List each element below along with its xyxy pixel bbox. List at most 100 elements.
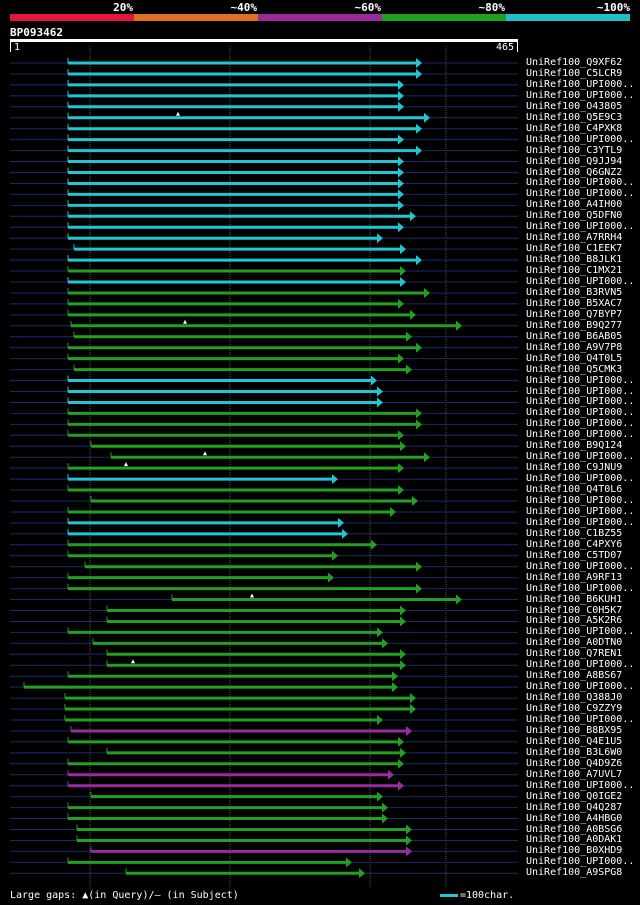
hit-label[interactable]: UniRef100_Q9XF62 [526,57,623,68]
hit-label[interactable]: UniRef100_UPI000.. [526,516,635,528]
hit-label[interactable]: UniRef100_Q5DFN0 [526,210,623,222]
hit-label[interactable]: UniRef100_UPI000.. [526,276,635,287]
hit-arrow [416,583,422,594]
hit-arrow [398,222,404,233]
hit-label[interactable]: UniRef100_UPI000.. [526,473,635,485]
hit-arrow [382,813,388,824]
hit-label[interactable]: UniRef100_UPI000.. [526,495,635,506]
hit-label[interactable]: UniRef100_A0DTN0 [526,637,623,649]
hit-label[interactable]: UniRef100_B8BX95 [526,724,623,736]
hit-label[interactable]: UniRef100_UPI000.. [526,133,635,145]
hit-label[interactable]: UniRef100_B9Q124 [526,440,623,452]
hit-label[interactable]: UniRef100_B6KUH1 [526,593,623,605]
hit-arrow [398,780,404,791]
hit-arrow [400,649,406,660]
hit-label[interactable]: UniRef100_Q4E1U5 [526,735,623,747]
hit-arrow [412,496,418,506]
hit-label[interactable]: UniRef100_Q4Q287 [526,801,623,813]
hit-arrow [406,824,412,835]
hit-label[interactable]: UniRef100_A0DAK1 [526,834,623,846]
scale-legend: =100char. [440,890,514,901]
hit-label[interactable]: UniRef100_A5K2R6 [526,615,623,627]
hit-label[interactable]: UniRef100_B6AB05 [526,330,623,342]
query-gap-marker [176,111,180,116]
hit-label[interactable]: UniRef100_C3YTL9 [526,144,623,156]
hit-label[interactable]: UniRef100_A7UVL7 [526,768,623,780]
hit-label[interactable]: UniRef100_C5LCR9 [526,67,623,79]
hit-label[interactable]: UniRef100_A9RF13 [526,571,623,583]
hit-label[interactable]: UniRef100_UPI000.. [526,505,635,517]
hit-label[interactable]: UniRef100_A0BSG6 [526,823,623,835]
hit-label[interactable]: UniRef100_A9V7P8 [526,341,623,353]
hit-label[interactable]: UniRef100_Q4T0L5 [526,352,623,364]
hit-label[interactable]: UniRef100_Q9JJ94 [526,155,623,167]
hit-arrow [382,638,388,649]
hit-label[interactable]: UniRef100_UPI000.. [526,418,635,430]
hit-label[interactable]: UniRef100_C9ZZY9 [526,703,623,715]
hit-label[interactable]: UniRef100_Q7BYP7 [526,308,623,320]
hit-arrow [398,156,404,167]
hit-label[interactable]: UniRef100_A4HBG0 [526,812,623,824]
hit-label[interactable]: UniRef100_UPI000.. [526,779,635,791]
hit-label[interactable]: UniRef100_UPI000.. [526,560,635,572]
hit-label[interactable]: UniRef100_O43805 [526,100,623,112]
hit-label[interactable]: UniRef100_UPI000.. [526,856,635,868]
hit-arrow [456,594,462,605]
hit-label[interactable]: UniRef100_UPI000.. [526,89,635,101]
hit-label[interactable]: UniRef100_B5XAC7 [526,297,623,309]
hit-label[interactable]: UniRef100_C5TD07 [526,549,623,561]
hit-label[interactable]: UniRef100_C1MX21 [526,265,623,277]
hit-label[interactable]: UniRef100_Q5E9C3 [526,111,623,123]
hit-label[interactable]: UniRef100_Q388J0 [526,692,623,704]
legend-label: ~100% [596,1,630,14]
hit-label[interactable]: UniRef100_B3L6W0 [526,746,623,758]
hit-arrow [416,145,422,156]
identity-legend-bar [10,14,630,21]
hit-label[interactable]: UniRef100_Q4T0L6 [526,484,623,496]
hit-label[interactable]: UniRef100_B8JLK1 [526,254,623,266]
hit-label[interactable]: UniRef100_Q5CMK3 [526,363,623,375]
hit-label[interactable]: UniRef100_C9JNU9 [526,462,623,474]
hit-arrow [410,309,416,320]
hit-label[interactable]: UniRef100_C0H5K7 [526,604,623,616]
scale-bar-icon [440,893,458,897]
hit-label[interactable]: UniRef100_C1BZ55 [526,527,623,539]
hit-label[interactable]: UniRef100_C4PXK8 [526,122,623,134]
hit-label[interactable]: UniRef100_B3RVN5 [526,286,623,298]
hit-label[interactable]: UniRef100_UPI000.. [526,681,635,693]
hit-label[interactable]: UniRef100_UPI000.. [526,626,635,638]
hit-label[interactable]: UniRef100_UPI000.. [526,177,635,189]
hit-arrow [398,736,404,747]
hit-label[interactable]: UniRef100_Q7REN1 [526,648,623,660]
hit-label[interactable]: UniRef100_UPI000.. [526,451,635,463]
hit-label[interactable]: UniRef100_A9SPG8 [526,867,623,879]
hit-arrow [400,244,406,255]
hit-label[interactable]: UniRef100_A7RRH4 [526,232,623,244]
hit-label[interactable]: UniRef100_UPI000.. [526,429,635,441]
hit-label[interactable]: UniRef100_UPI000.. [526,582,635,594]
hit-label[interactable]: UniRef100_UPI000.. [526,221,635,233]
hit-label[interactable]: UniRef100_Q4D9Z6 [526,757,623,769]
hit-label[interactable]: UniRef100_UPI000.. [526,374,635,386]
hit-label[interactable]: UniRef100_B0XHD9 [526,845,623,857]
hit-label[interactable]: UniRef100_C4PXY6 [526,538,623,550]
query-gap-marker [203,451,207,456]
hit-label[interactable]: UniRef100_UPI000.. [526,407,635,419]
hit-label[interactable]: UniRef100_Q0IGE2 [526,790,623,802]
hit-label[interactable]: UniRef100_UPI000.. [526,188,635,200]
legend-segment [10,14,134,21]
legend-label: 20% [113,1,133,14]
hit-label[interactable]: UniRef100_UPI000.. [526,385,635,397]
hit-label[interactable]: UniRef100_C1EEK7 [526,243,623,255]
hit-label[interactable]: UniRef100_Q6GNZ2 [526,166,623,178]
hit-arrow [371,539,377,550]
ruler-start-tick [10,42,11,52]
hit-label[interactable]: UniRef100_UPI000.. [526,659,635,671]
hit-label[interactable]: UniRef100_A4IH00 [526,199,623,211]
hit-label[interactable]: UniRef100_B9Q277 [526,319,623,331]
hit-label[interactable]: UniRef100_UPI000.. [526,714,635,725]
hit-label[interactable]: UniRef100_UPI000.. [526,396,635,408]
hit-label[interactable]: UniRef100_A8BS67 [526,670,623,682]
hit-label[interactable]: UniRef100_UPI000.. [526,78,635,90]
